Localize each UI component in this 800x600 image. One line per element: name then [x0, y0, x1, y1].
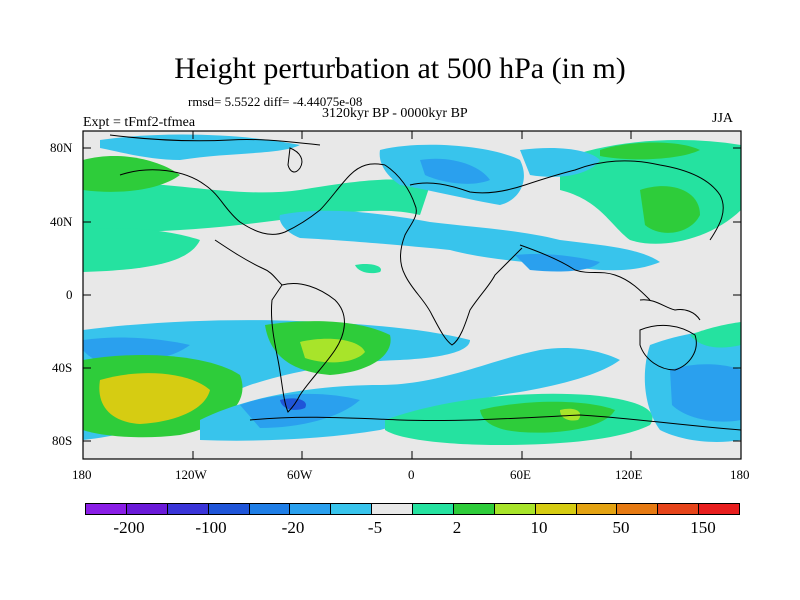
coast-south-america [271, 283, 345, 413]
colorbar-swatch-2 [126, 504, 168, 514]
neg-subtropical-band [279, 210, 660, 271]
colorbar-swatch-11 [494, 504, 536, 514]
lon-tick-180w: 180 [72, 467, 92, 482]
colorbar-swatch-5 [249, 504, 291, 514]
lon-tick-60e: 60E [510, 467, 531, 482]
colorbar-label-4: -5 [367, 518, 383, 537]
pos-small-southeast [690, 322, 741, 348]
colorbar-swatch-16 [699, 504, 739, 514]
experiment-label: Expt = tFmf2-tfmea [83, 115, 196, 130]
pos-deep-south-pacific [99, 373, 210, 424]
neg-core-southeast-pacific [670, 364, 741, 422]
colorbar-swatch-4 [208, 504, 250, 514]
lon-tick-0: 0 [408, 467, 415, 482]
lat-tick-40n: 40N [50, 214, 73, 229]
colorbar [85, 503, 740, 515]
neg-arctic-canada [100, 134, 300, 160]
lon-tick-120e: 120E [615, 467, 643, 482]
colorbar-swatch-13 [576, 504, 618, 514]
plot-title: Height perturbation at 500 hPa (in m) [174, 52, 626, 85]
contour-fields [83, 131, 741, 459]
neg-core-scandinavia [420, 158, 490, 184]
stats-line: rmsd= 5.5522 diff= -4.44075e-08 [188, 94, 363, 109]
coast-australia [639, 324, 697, 371]
lon-tick-180e: 180 [730, 467, 750, 482]
pos-core-north-pacific [83, 155, 180, 192]
colorbar-swatch-1 [86, 504, 127, 514]
colorbar-swatch-10 [453, 504, 495, 514]
neg-siberia [520, 148, 600, 177]
pos-strong-south-indian [560, 408, 581, 421]
pos-core-japan [640, 186, 700, 233]
lat-tick-0: 0 [66, 287, 73, 302]
colorbar-label-6: 10 [530, 518, 548, 537]
coastlines [109, 134, 741, 431]
colorbar-label-3: -20 [281, 518, 305, 537]
pos-band-north-atlantic [83, 179, 430, 232]
coast-antarctica [249, 414, 741, 431]
colorbar-swatch-8 [372, 504, 413, 514]
pos-small-africa [355, 263, 381, 274]
colorbar-label-7: 50 [612, 518, 630, 537]
period-label: 3120kyr BP - 0000kyr BP [322, 106, 468, 121]
coast-africa [384, 164, 523, 346]
lat-tick-80n: 80N [50, 140, 73, 155]
colorbar-swatch-12 [535, 504, 577, 514]
colorbar-swatch-6 [290, 504, 332, 514]
colorbar-label-5: 2 [452, 518, 462, 537]
colorbar-label-8: 150 [690, 518, 716, 537]
pos-core-south-indian [480, 401, 615, 433]
lat-tick-80s: 80S [52, 433, 73, 448]
coast-south-asia [519, 244, 651, 301]
colorbar-swatch-3 [167, 504, 209, 514]
colorbar-label-1: -200 [113, 518, 145, 537]
coast-north-america [119, 163, 386, 235]
coast-central-america [214, 239, 283, 286]
lon-tick-60w: 60W [287, 467, 313, 482]
coast-eurasia [409, 160, 724, 241]
pos-band-pacific [83, 228, 200, 272]
colorbar-swatch-15 [658, 504, 700, 514]
coast-indonesia [639, 299, 701, 321]
colorbar-swatch-9 [413, 504, 454, 514]
colorbar-label-2: -100 [195, 518, 227, 537]
colorbar-swatch-14 [617, 504, 659, 514]
neg-core-drake [240, 393, 360, 428]
pos-core-arctic [600, 142, 700, 160]
season-label: JJA [712, 111, 734, 126]
coast-arctic-islands [109, 134, 321, 146]
neg-core-arabia [515, 253, 600, 272]
axis-ticks [83, 131, 741, 459]
lon-tick-120w: 120W [175, 467, 207, 482]
colorbar-swatch-7 [331, 504, 373, 514]
coast-greenland [287, 147, 303, 173]
pos-core-south-america [300, 338, 365, 363]
lat-tick-40s: 40S [52, 360, 73, 375]
